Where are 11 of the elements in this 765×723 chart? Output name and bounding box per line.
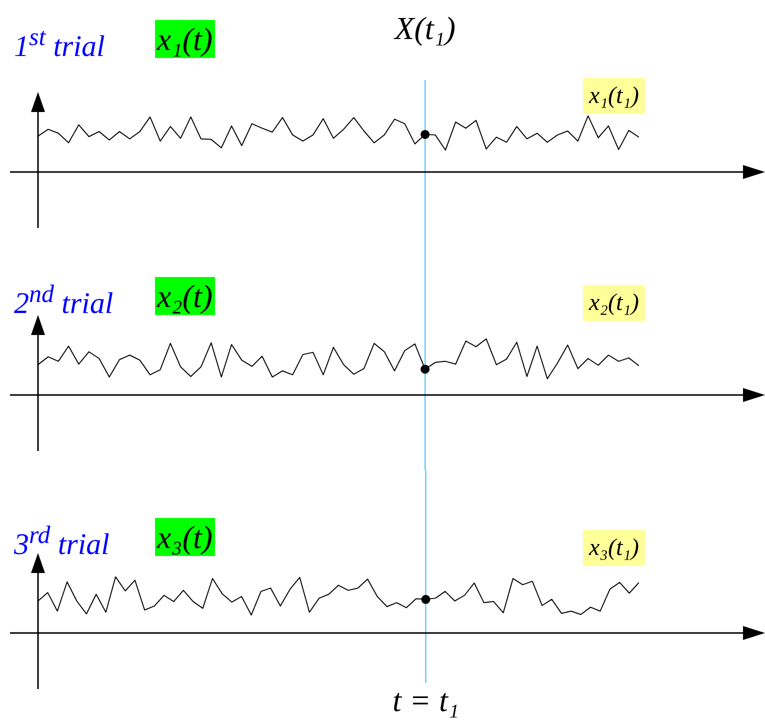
series-label: x₃(t) xyxy=(155,518,215,556)
series-label: x₂(t) xyxy=(155,277,215,315)
text: t = t₁ xyxy=(391,682,460,718)
text: x₁(t₁) xyxy=(583,78,645,114)
chart-title: 1$^{st}$ trial xyxy=(14,23,105,65)
text: X(t₁) xyxy=(392,10,457,46)
chart-title: 2$^{nd}$ trial xyxy=(14,280,114,322)
series-label: x₁(t) xyxy=(155,20,215,58)
text: x₂(t₁) xyxy=(583,285,645,321)
text: x₃(t₁) xyxy=(583,530,645,566)
chart-title: 3$^{rd}$ trial xyxy=(14,521,110,563)
